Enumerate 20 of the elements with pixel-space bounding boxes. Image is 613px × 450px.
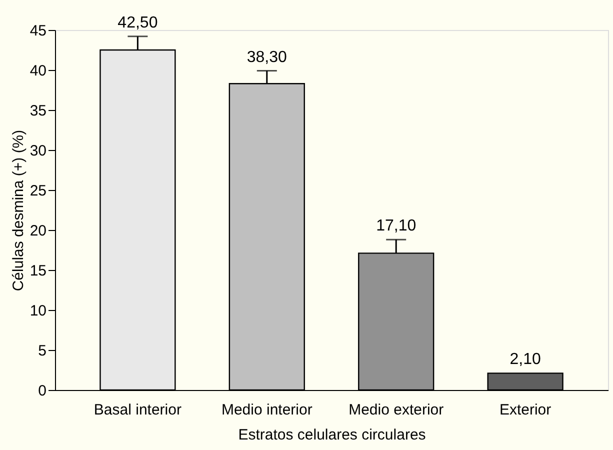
x-tick-label: Medio interior	[221, 402, 312, 418]
y-tick-label: 25	[30, 182, 46, 200]
data-label: 17,10	[376, 218, 416, 235]
y-tick-label: 30	[30, 142, 46, 160]
y-tick-label: 15	[30, 262, 46, 280]
data-label: 38,30	[246, 48, 288, 66]
x-axis-title: Estratos celulares circulares	[238, 426, 426, 444]
y-tick-label: 45	[30, 22, 46, 40]
y-tick-label: 40	[30, 62, 46, 80]
data-label: 42,50	[118, 14, 158, 32]
data-label: 2,10	[510, 351, 541, 368]
y-axis-title: Células desmina (+) (%)	[10, 130, 27, 292]
y-tick-label: 10	[30, 302, 46, 320]
y-tick-label: 20	[30, 222, 46, 240]
x-tick-label: Medio exterior	[348, 402, 444, 418]
x-tick-label: Basal interior	[94, 402, 182, 418]
y-tick-label: 5	[38, 342, 46, 360]
y-tick-label: 0	[38, 382, 46, 400]
y-tick-label: 35	[30, 102, 46, 120]
x-tick-label: Exterior	[499, 402, 552, 418]
